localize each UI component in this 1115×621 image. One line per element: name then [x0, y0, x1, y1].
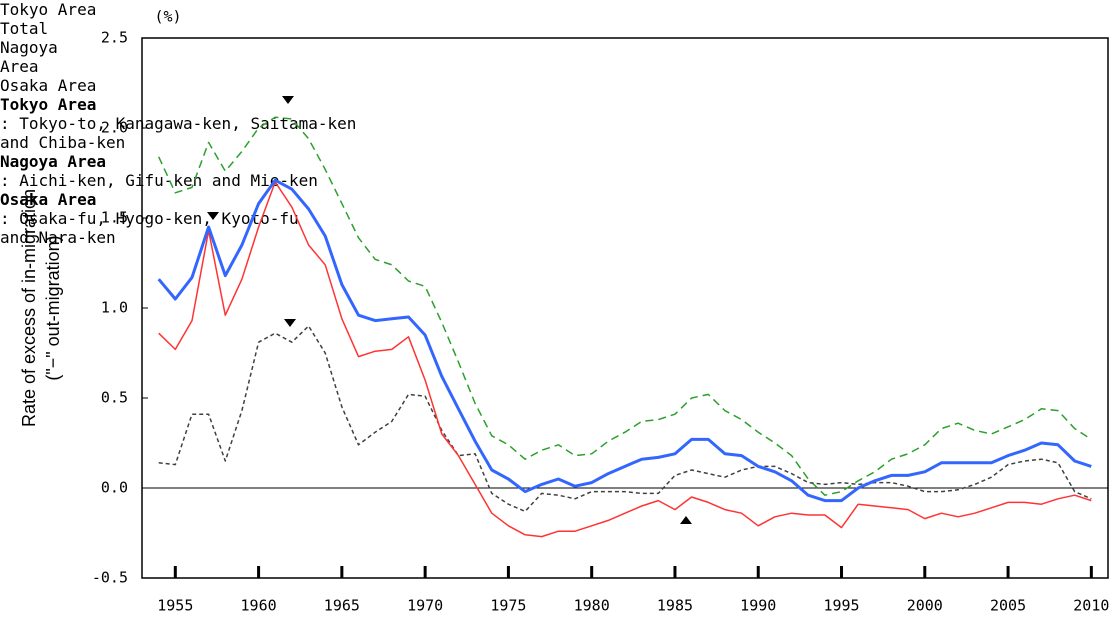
annotation-arrow: [282, 96, 294, 104]
x-tick-label: 1960: [241, 597, 277, 615]
x-tick-label: 1985: [657, 597, 693, 615]
series-line: [158, 116, 1092, 496]
x-tick-label: 2000: [907, 597, 943, 615]
y-tick-label: 1.5: [101, 209, 128, 227]
x-tick-label: 1965: [324, 597, 360, 615]
note-text: : Tokyo-to, Kanagawa-ken, Saitama-ken: [0, 114, 357, 133]
series-annotation: Osaka Area: [0, 76, 97, 95]
series-line: [157, 178, 1092, 503]
note-text: and Nara-ken: [0, 228, 116, 247]
y-tick-label: 0.0: [101, 479, 128, 497]
y-axis-title: ("−" out-migration): [43, 235, 63, 380]
x-tick-label: 1970: [407, 597, 443, 615]
note-name: Tokyo Area: [0, 95, 97, 114]
annotation-arrow: [207, 212, 219, 220]
series-line: [158, 325, 1092, 513]
note-text: : Aichi-ken, Gifu-ken and Mie-ken: [0, 171, 318, 190]
annotation-arrow: [680, 516, 692, 524]
note-name: Nagoya Area: [0, 152, 106, 171]
series-line: [158, 181, 1092, 538]
x-tick-label: 1975: [490, 597, 526, 615]
unit-label: (%): [154, 8, 181, 26]
annotation-arrow: [284, 319, 296, 327]
y-tick-label: 2.0: [101, 119, 128, 137]
y-tick-label: 1.0: [101, 299, 128, 317]
note-text: and Chiba-ken: [0, 133, 126, 152]
x-tick-label: 1990: [740, 597, 776, 615]
series-annotation: Nagoya Area: [0, 38, 58, 76]
series-annotation: Tokyo Area: [0, 0, 97, 19]
x-tick-label: 2010: [1073, 597, 1109, 615]
x-tick-label: 1995: [823, 597, 859, 615]
y-axis-title: Rate of excess of in-migration: [19, 189, 39, 427]
x-tick-label: 1980: [574, 597, 610, 615]
series-annotation: Total: [0, 19, 49, 38]
note-name: Osaka Area: [0, 190, 97, 209]
y-tick-label: -0.5: [92, 569, 128, 587]
x-tick-label: 1955: [157, 597, 193, 615]
x-tick-label: 2005: [990, 597, 1026, 615]
y-tick-label: 2.5: [101, 29, 128, 47]
y-tick-label: 0.5: [101, 389, 128, 407]
note-text: : Osaka-fu, Hyogo-ken, Kyoto-fu: [0, 209, 299, 228]
